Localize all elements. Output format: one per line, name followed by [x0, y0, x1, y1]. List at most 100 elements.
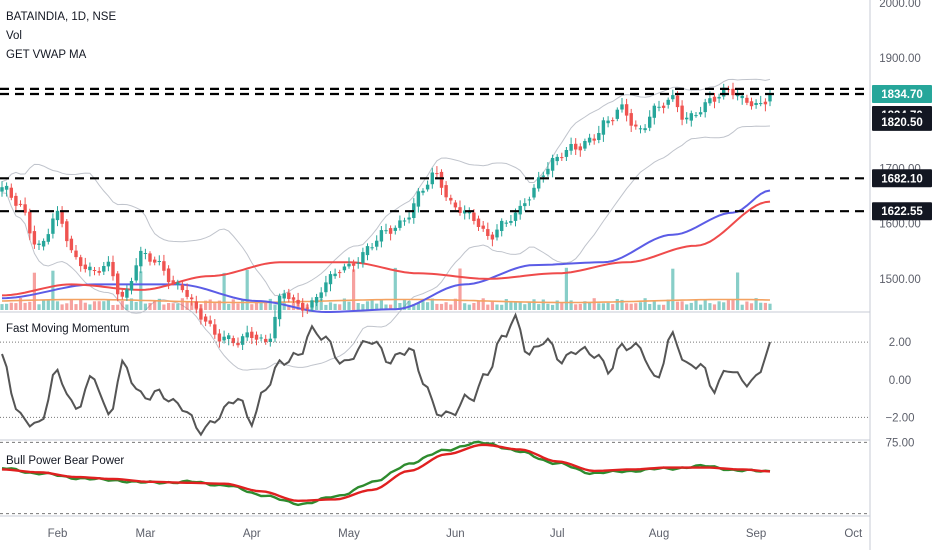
- candle-body[interactable]: [416, 191, 421, 207]
- candle-body[interactable]: [333, 273, 337, 277]
- candle-body[interactable]: [698, 112, 703, 115]
- candle-body[interactable]: [453, 202, 458, 208]
- candle-body[interactable]: [550, 158, 555, 171]
- candle-body[interactable]: [574, 143, 578, 150]
- candle-body[interactable]: [240, 336, 245, 345]
- candle-body[interactable]: [634, 124, 638, 127]
- candle-body[interactable]: [351, 263, 356, 266]
- candle-body[interactable]: [190, 297, 194, 300]
- candle-body[interactable]: [106, 261, 111, 267]
- candle-body[interactable]: [675, 95, 680, 108]
- candle-body[interactable]: [611, 120, 615, 122]
- candle-body[interactable]: [601, 120, 606, 135]
- candle-body[interactable]: [388, 228, 393, 234]
- candle-body[interactable]: [65, 221, 69, 242]
- price-label[interactable]: 1834.70: [872, 85, 932, 103]
- candle-body[interactable]: [467, 211, 471, 214]
- candle-body[interactable]: [282, 293, 286, 299]
- candle-body[interactable]: [666, 99, 670, 105]
- power-pane[interactable]: [0, 440, 870, 515]
- candle-body[interactable]: [347, 263, 351, 267]
- candle-body[interactable]: [287, 292, 291, 299]
- candle-body[interactable]: [648, 116, 652, 128]
- candle-body[interactable]: [176, 282, 180, 285]
- candle-body[interactable]: [745, 97, 749, 103]
- candle-body[interactable]: [74, 250, 78, 258]
- candle-body[interactable]: [291, 297, 296, 300]
- candle-body[interactable]: [694, 115, 698, 117]
- symbol-title[interactable]: BATAINDIA, 1D, NSE: [6, 11, 117, 23]
- candle-body[interactable]: [60, 211, 64, 224]
- candle-body[interactable]: [92, 270, 97, 271]
- candle-body[interactable]: [444, 185, 448, 198]
- candle-body[interactable]: [564, 150, 569, 157]
- candle-body[interactable]: [703, 102, 707, 113]
- candle-body[interactable]: [23, 204, 27, 213]
- candle-body[interactable]: [125, 289, 129, 298]
- candle-body[interactable]: [79, 257, 83, 267]
- candle-body[interactable]: [740, 95, 744, 99]
- candle-body[interactable]: [129, 281, 134, 291]
- candle-body[interactable]: [481, 225, 485, 229]
- candle-body[interactable]: [393, 227, 397, 231]
- candle-body[interactable]: [754, 103, 758, 105]
- candle-body[interactable]: [356, 262, 360, 264]
- candle-body[interactable]: [342, 266, 347, 271]
- candle-body[interactable]: [583, 141, 587, 149]
- candle-body[interactable]: [652, 105, 656, 118]
- candle-body[interactable]: [143, 253, 148, 254]
- candle-body[interactable]: [722, 87, 726, 97]
- candle-body[interactable]: [537, 177, 541, 189]
- candle-body[interactable]: [546, 168, 550, 175]
- candle-body[interactable]: [328, 274, 333, 285]
- candle-body[interactable]: [296, 299, 300, 304]
- candle-body[interactable]: [273, 316, 277, 339]
- candle-body[interactable]: [153, 259, 157, 263]
- candle-body[interactable]: [254, 334, 259, 340]
- candle-body[interactable]: [338, 272, 342, 274]
- candle-body[interactable]: [319, 292, 323, 298]
- candle-body[interactable]: [449, 197, 453, 201]
- candle-body[interactable]: [735, 95, 740, 97]
- candle-body[interactable]: [513, 212, 518, 221]
- candle-body[interactable]: [597, 133, 601, 140]
- candle-body[interactable]: [560, 157, 564, 159]
- candle-body[interactable]: [180, 284, 185, 291]
- price-label[interactable]: 1682.10: [872, 169, 932, 188]
- candle-body[interactable]: [717, 96, 721, 99]
- candle-body[interactable]: [402, 220, 407, 222]
- candle-body[interactable]: [231, 338, 235, 344]
- candle-body[interactable]: [41, 240, 46, 247]
- price-label[interactable]: 1622.55: [872, 202, 932, 221]
- candle-body[interactable]: [51, 218, 55, 234]
- candle-body[interactable]: [490, 234, 495, 240]
- candle-body[interactable]: [541, 175, 545, 177]
- candle-body[interactable]: [259, 337, 263, 339]
- candle-body[interactable]: [518, 205, 522, 215]
- candle-body[interactable]: [615, 109, 619, 119]
- momentum-line[interactable]: [1, 312, 771, 437]
- candle-body[interactable]: [763, 101, 768, 105]
- candle-body[interactable]: [425, 184, 430, 190]
- time-axis[interactable]: Feb Mar Apr May Jun Jul Aug Sep Oct: [48, 528, 863, 540]
- candle-body[interactable]: [624, 104, 629, 116]
- candle-body[interactable]: [208, 320, 212, 324]
- candle-body[interactable]: [157, 261, 161, 262]
- candle-body[interactable]: [139, 250, 143, 267]
- candle-body[interactable]: [435, 173, 439, 175]
- candle-body[interactable]: [111, 262, 115, 277]
- candle-body[interactable]: [227, 335, 231, 339]
- candle-body[interactable]: [555, 156, 559, 162]
- candle-body[interactable]: [495, 229, 499, 238]
- candle-body[interactable]: [768, 94, 772, 102]
- main-price-pane[interactable]: [0, 78, 870, 371]
- candle-body[interactable]: [324, 282, 328, 293]
- candle-body[interactable]: [731, 88, 735, 96]
- candle-body[interactable]: [685, 117, 689, 120]
- candle-body[interactable]: [171, 280, 175, 283]
- candle-body[interactable]: [116, 273, 120, 295]
- momentum-pane-title[interactable]: Fast Moving Momentum: [6, 323, 130, 335]
- candle-body[interactable]: [527, 199, 532, 201]
